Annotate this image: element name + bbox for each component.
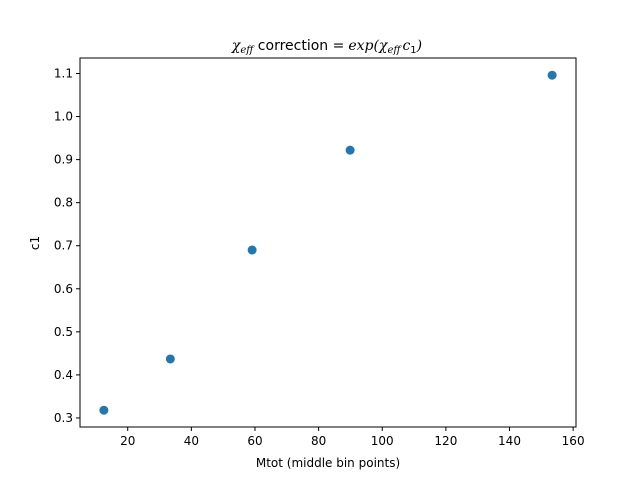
data-point	[99, 405, 109, 415]
y-axis-ticks: 0.3 0.4 0.5 0.6 0.7 0.8 0.9 1.0 1.1	[54, 67, 80, 425]
x-tick-label: 120	[434, 434, 457, 448]
title-eff-subscript: eff	[240, 45, 255, 56]
x-tick-label: 100	[371, 434, 394, 448]
title-equals: =	[333, 38, 345, 54]
x-tick-label: 140	[498, 434, 521, 448]
y-tick-label: 0.6	[54, 282, 73, 296]
data-point	[547, 70, 557, 80]
data-point	[165, 354, 175, 364]
x-axis-ticks: 20 40 60 80 100 120 140 160	[120, 427, 585, 448]
x-tick-label: 160	[562, 434, 585, 448]
y-axis-label: c1	[28, 236, 42, 250]
title-exp: exp(	[348, 38, 379, 54]
y-tick-label: 0.7	[54, 239, 73, 253]
plot-frame	[79, 57, 577, 428]
data-point	[345, 145, 355, 155]
x-tick-label: 60	[247, 434, 262, 448]
y-tick-label: 0.3	[54, 411, 73, 425]
title-text: correction	[253, 38, 332, 54]
y-tick-label: 1.1	[54, 67, 73, 81]
title-chi: χ	[231, 38, 242, 54]
y-tick-label: 0.5	[54, 325, 73, 339]
title-c-subscript: 1	[410, 45, 416, 56]
y-tick-label: 0.4	[54, 368, 73, 382]
y-tick-label: 1.0	[54, 110, 73, 124]
title-chi-2: χ	[378, 38, 389, 54]
x-tick-label: 20	[120, 434, 135, 448]
x-axis-label: Mtot (middle bin points)	[256, 456, 400, 470]
title-eff-subscript-2: eff	[387, 45, 402, 56]
data-point	[247, 245, 257, 255]
x-tick-label: 80	[311, 434, 326, 448]
y-tick-label: 0.8	[54, 196, 73, 210]
chart-title: χeff correction = exp(χeff c1)	[231, 38, 422, 56]
title-close-paren: )	[416, 38, 422, 54]
title-c: c	[402, 38, 410, 54]
y-tick-label: 0.9	[54, 153, 73, 167]
x-tick-label: 40	[184, 434, 199, 448]
data-points	[99, 70, 557, 415]
